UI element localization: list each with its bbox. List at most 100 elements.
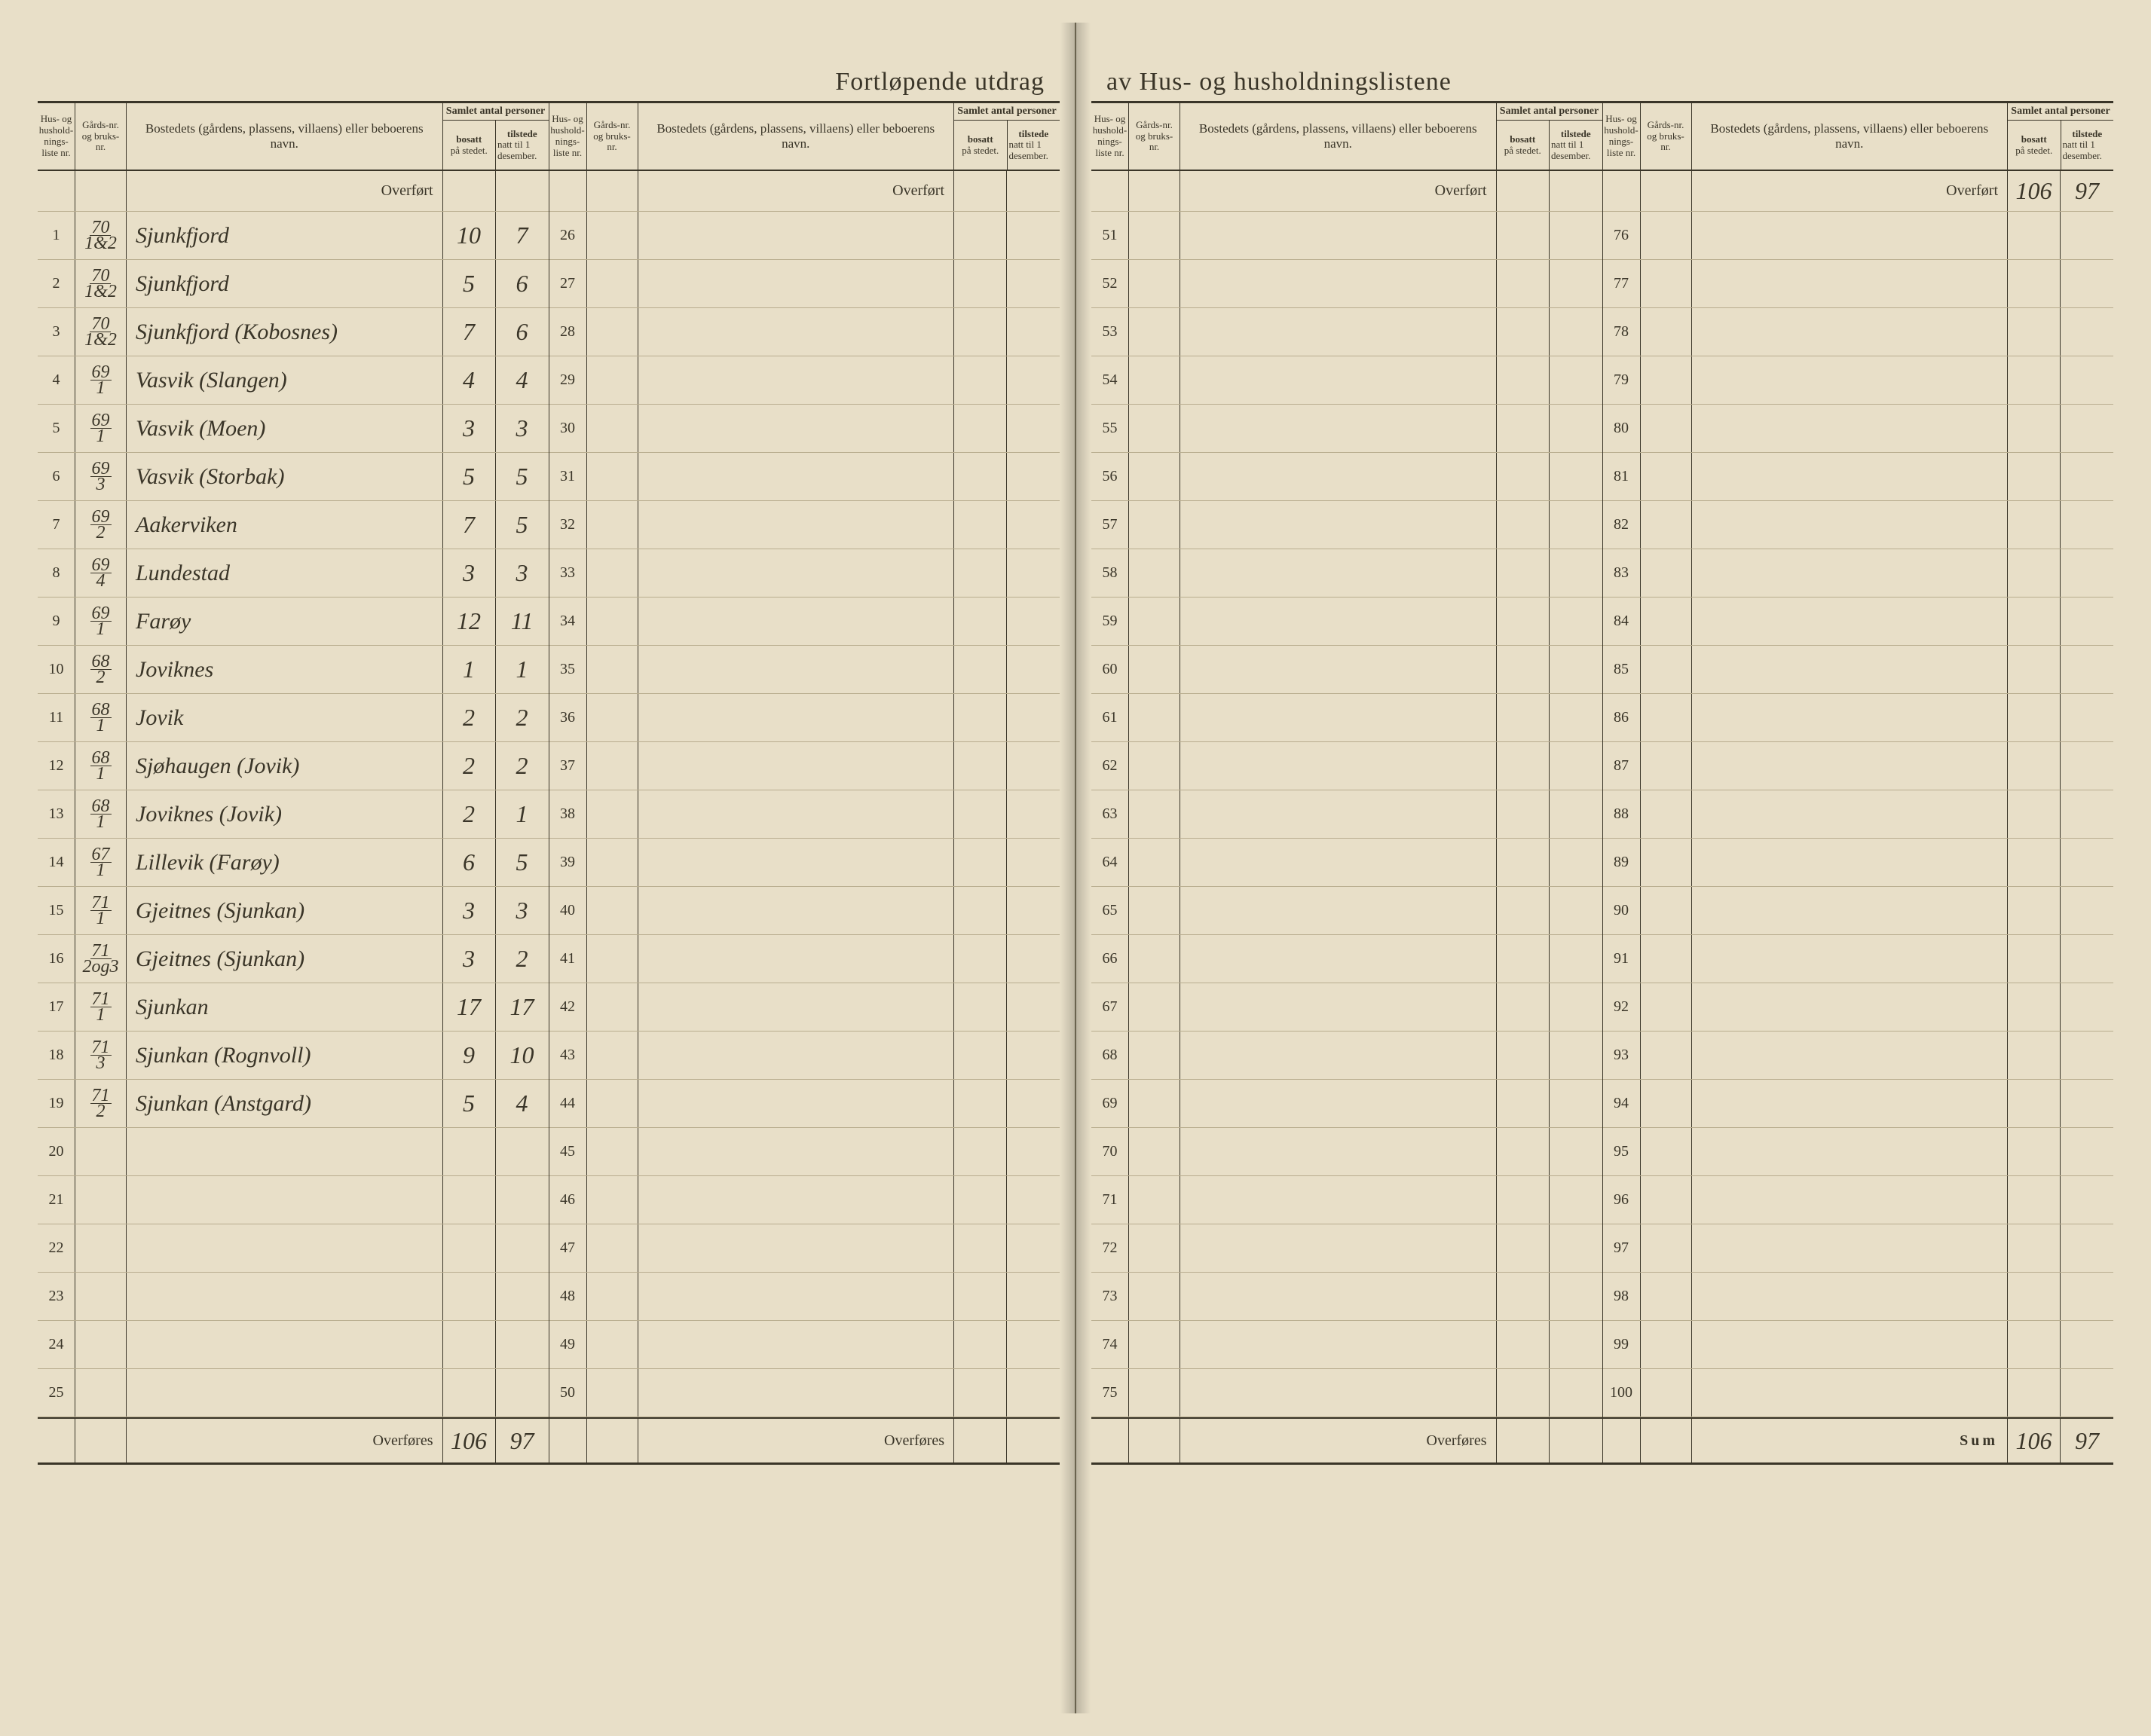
row-nr: 53 bbox=[1091, 308, 1129, 356]
footer-bosatt: 106 bbox=[2008, 1419, 2061, 1462]
row-bosatt bbox=[2008, 1176, 2061, 1224]
table-row: 92 bbox=[1603, 983, 2114, 1032]
hdr-count-group: Samlet antal personer bosattpå stedet. t… bbox=[443, 103, 549, 170]
table-row: 12 681 Sjøhaugen (Jovik) 2 2 bbox=[38, 742, 549, 790]
row-bosatt bbox=[954, 1176, 1007, 1224]
row-bosted bbox=[638, 260, 955, 307]
row-bosatt bbox=[2008, 260, 2061, 307]
table-row: 18 713 Sjunkan (Rognvoll) 9 10 bbox=[38, 1032, 549, 1080]
row-tilstede bbox=[1550, 453, 1602, 500]
row-bosatt: 4 bbox=[443, 356, 496, 404]
row-bosatt bbox=[954, 1128, 1007, 1175]
document-spread: Fortløpende utdrag Hus- og hushold-nings… bbox=[23, 23, 2128, 1713]
row-bosted bbox=[1692, 453, 2009, 500]
row-bosatt bbox=[2008, 1224, 2061, 1272]
row-gard bbox=[1641, 405, 1692, 452]
row-nr: 21 bbox=[38, 1176, 75, 1224]
row-tilstede bbox=[1550, 983, 1602, 1031]
hdr-gards-nr: Gårds-nr. og bruks-nr. bbox=[1641, 103, 1692, 170]
row-nr: 15 bbox=[38, 887, 75, 934]
row-tilstede bbox=[1007, 549, 1060, 597]
row-gard bbox=[1641, 1273, 1692, 1320]
table-row: 36 bbox=[549, 694, 1060, 742]
row-tilstede bbox=[1550, 1176, 1602, 1224]
row-bosted bbox=[638, 212, 955, 259]
table-row: 1 701&2 Sjunkfjord 10 7 bbox=[38, 212, 549, 260]
row-tilstede bbox=[2061, 1032, 2113, 1079]
row-bosted: Vasvik (Moen) bbox=[127, 405, 443, 452]
table-row: 53 bbox=[1091, 308, 1602, 356]
footer-tilstede bbox=[1550, 1419, 1602, 1462]
row-bosatt bbox=[1497, 839, 1550, 886]
row-nr: 57 bbox=[1091, 501, 1129, 549]
row-gard bbox=[1641, 1128, 1692, 1175]
row-bosatt bbox=[2008, 308, 2061, 356]
table-row: 87 bbox=[1603, 742, 2114, 790]
row-bosted bbox=[1692, 839, 2009, 886]
row-nr: 97 bbox=[1603, 1224, 1641, 1272]
table-row: 37 bbox=[549, 742, 1060, 790]
row-tilstede: 2 bbox=[496, 742, 549, 790]
row-bosatt: 17 bbox=[443, 983, 496, 1031]
row-bosatt bbox=[1497, 1128, 1550, 1175]
row-bosatt bbox=[2008, 1321, 2061, 1368]
row-bosatt bbox=[954, 1080, 1007, 1127]
table-row: 50 bbox=[549, 1369, 1060, 1417]
row-bosted bbox=[1692, 1273, 2009, 1320]
row-bosatt bbox=[1497, 887, 1550, 934]
row-bosatt bbox=[954, 646, 1007, 693]
panel-2: Hus- og hushold-nings-liste nr. Gårds-nr… bbox=[1091, 103, 1603, 1462]
row-tilstede bbox=[1007, 1224, 1060, 1272]
panel-1: Hus- og hushold-nings-liste nr. Gårds-nr… bbox=[549, 103, 1060, 1462]
row-tilstede bbox=[1550, 1080, 1602, 1127]
footer-row: Overføres bbox=[1091, 1417, 1602, 1462]
row-nr: 50 bbox=[549, 1369, 587, 1417]
row-gard bbox=[1641, 1369, 1692, 1417]
row-bosted bbox=[1180, 742, 1497, 790]
row-bosted bbox=[1180, 212, 1497, 259]
hdr-bosted: Bostedets (gårdens, plassens, villaens) … bbox=[1692, 103, 2009, 170]
row-nr: 14 bbox=[38, 839, 75, 886]
row-bosted bbox=[1692, 212, 2009, 259]
row-tilstede bbox=[2061, 1080, 2113, 1127]
row-tilstede bbox=[2061, 260, 2113, 307]
row-bosatt bbox=[2008, 887, 2061, 934]
row-tilstede bbox=[1007, 453, 1060, 500]
row-gard bbox=[587, 501, 638, 549]
row-bosatt bbox=[1497, 308, 1550, 356]
row-tilstede: 6 bbox=[496, 308, 549, 356]
row-bosatt bbox=[443, 1128, 496, 1175]
row-bosatt: 3 bbox=[443, 887, 496, 934]
row-tilstede: 1 bbox=[496, 790, 549, 838]
hdr-samlet: Samlet antal personer bbox=[2008, 103, 2113, 121]
row-tilstede bbox=[2061, 1224, 2113, 1272]
row-gard: 693 bbox=[75, 453, 127, 500]
row-bosatt bbox=[2008, 598, 2061, 645]
row-bosted bbox=[638, 1369, 955, 1417]
cell-blank bbox=[1129, 171, 1180, 211]
table-row: 51 bbox=[1091, 212, 1602, 260]
table-row: 8 694 Lundestad 3 3 bbox=[38, 549, 549, 598]
row-bosatt: 12 bbox=[443, 598, 496, 645]
row-gard: 712 bbox=[75, 1080, 127, 1127]
row-bosted: Sjunkan (Rognvoll) bbox=[127, 1032, 443, 1079]
row-gard: 671 bbox=[75, 839, 127, 886]
row-nr: 62 bbox=[1091, 742, 1129, 790]
table-row: 64 bbox=[1091, 839, 1602, 887]
row-tilstede bbox=[1550, 1369, 1602, 1417]
row-bosted bbox=[638, 453, 955, 500]
table-row: 80 bbox=[1603, 405, 2114, 453]
row-bosatt: 2 bbox=[443, 790, 496, 838]
row-gard bbox=[587, 453, 638, 500]
row-gard bbox=[1129, 646, 1180, 693]
ledger-right: Hus- og hushold-nings-liste nr. Gårds-nr… bbox=[1091, 101, 2113, 1465]
row-bosatt bbox=[2008, 1080, 2061, 1127]
row-nr: 63 bbox=[1091, 790, 1129, 838]
overfort-label: Overført bbox=[1180, 171, 1497, 211]
table-row: 97 bbox=[1603, 1224, 2114, 1273]
row-nr: 8 bbox=[38, 549, 75, 597]
hdr-gards-nr: Gårds-nr. og bruks-nr. bbox=[75, 103, 127, 170]
row-bosatt bbox=[2008, 356, 2061, 404]
table-row: 89 bbox=[1603, 839, 2114, 887]
row-nr: 25 bbox=[38, 1369, 75, 1417]
